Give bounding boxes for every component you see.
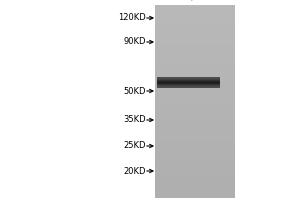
Text: 50KD: 50KD <box>124 86 146 96</box>
Text: 25KD: 25KD <box>124 142 146 150</box>
Text: 120KD: 120KD <box>118 14 146 22</box>
Text: MCF-7: MCF-7 <box>187 0 213 2</box>
Text: 90KD: 90KD <box>124 38 146 46</box>
Text: 35KD: 35KD <box>123 116 146 124</box>
Text: 20KD: 20KD <box>124 166 146 176</box>
